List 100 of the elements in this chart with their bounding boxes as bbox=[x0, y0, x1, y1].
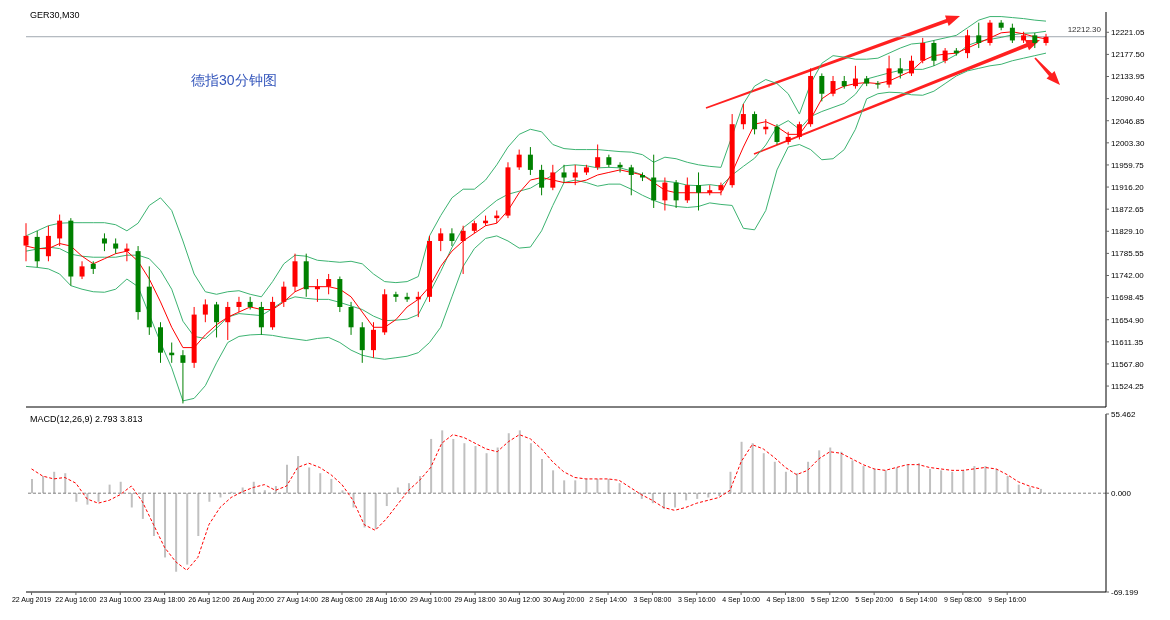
bar bbox=[740, 441, 743, 494]
candlestick bbox=[393, 291, 399, 303]
candlestick bbox=[774, 123, 780, 146]
bar bbox=[297, 456, 300, 494]
bar bbox=[452, 438, 455, 494]
y-tick-label: 12046.85 bbox=[1111, 116, 1145, 126]
candlestick bbox=[875, 80, 881, 90]
bar bbox=[995, 468, 998, 494]
bar bbox=[308, 467, 311, 494]
y-tick-label: 11829.10 bbox=[1111, 227, 1145, 237]
candlestick bbox=[326, 273, 332, 295]
bar bbox=[773, 461, 776, 494]
candlestick bbox=[740, 103, 746, 130]
bar bbox=[862, 466, 865, 494]
candlestick bbox=[886, 55, 892, 89]
bar bbox=[585, 478, 588, 494]
bar bbox=[319, 473, 322, 494]
bar bbox=[75, 493, 78, 502]
candlestick bbox=[550, 164, 556, 191]
y-tick-label: 11785.55 bbox=[1111, 249, 1145, 259]
chart-title: GER30,M30 bbox=[30, 10, 80, 20]
candlestick bbox=[460, 225, 466, 275]
bar bbox=[441, 430, 444, 494]
bar bbox=[108, 484, 111, 494]
bar bbox=[152, 493, 155, 537]
y-tick-label: 0.000 bbox=[1111, 489, 1132, 499]
bar bbox=[929, 468, 932, 494]
candlestick bbox=[214, 301, 220, 338]
candlestick bbox=[718, 182, 724, 196]
bar bbox=[895, 467, 898, 494]
candlestick bbox=[852, 65, 858, 90]
bar bbox=[984, 466, 987, 494]
bar bbox=[1017, 484, 1020, 494]
annotation: 德指30分钟图 bbox=[191, 72, 277, 90]
bar bbox=[286, 464, 288, 494]
candlestick bbox=[673, 179, 679, 209]
candlestick bbox=[527, 146, 533, 176]
y-tick-label: 11524.25 bbox=[1111, 381, 1145, 391]
candlestick bbox=[909, 55, 914, 77]
bar bbox=[962, 470, 965, 494]
candlestick bbox=[595, 144, 601, 171]
y-tick-label: 12090.40 bbox=[1111, 94, 1145, 104]
bar bbox=[330, 478, 333, 494]
candlestick bbox=[1009, 23, 1015, 44]
candlestick bbox=[180, 349, 186, 404]
bar bbox=[840, 451, 843, 494]
y-tick-label: 11742.00 bbox=[1111, 271, 1145, 281]
y-tick-label: 11698.45 bbox=[1111, 293, 1145, 303]
bar bbox=[31, 478, 33, 494]
bar bbox=[1006, 476, 1009, 494]
bar bbox=[64, 473, 67, 494]
candlestick bbox=[920, 37, 926, 64]
bar bbox=[430, 438, 433, 494]
candlestick bbox=[348, 301, 354, 336]
line-series bbox=[31, 434, 1041, 571]
bar bbox=[906, 464, 909, 494]
y-tick-label: 11567.80 bbox=[1111, 359, 1145, 369]
bar bbox=[42, 476, 45, 494]
bar bbox=[518, 430, 521, 494]
ref-line-label: 12212.30 bbox=[1067, 24, 1102, 34]
bar bbox=[563, 480, 566, 494]
bar bbox=[53, 471, 56, 494]
candlestick bbox=[202, 298, 208, 323]
bar bbox=[496, 447, 499, 494]
bar bbox=[607, 478, 610, 494]
y-tick-label: 12133.95 bbox=[1111, 72, 1145, 82]
candlestick bbox=[57, 214, 63, 247]
candlestick bbox=[561, 164, 567, 184]
bar bbox=[807, 461, 810, 494]
bar bbox=[784, 471, 787, 494]
bar bbox=[396, 487, 399, 494]
candlestick bbox=[539, 164, 545, 196]
candlestick bbox=[752, 111, 758, 135]
bar bbox=[973, 466, 976, 494]
bar bbox=[485, 453, 488, 494]
candlestick bbox=[225, 301, 231, 341]
bar bbox=[463, 443, 466, 494]
bar bbox=[751, 443, 754, 494]
bar bbox=[651, 493, 654, 504]
candlestick bbox=[438, 227, 444, 252]
bar bbox=[263, 490, 266, 494]
candlestick bbox=[819, 72, 825, 102]
candlestick bbox=[45, 225, 51, 262]
candlestick bbox=[359, 321, 365, 364]
candlestick bbox=[651, 154, 657, 209]
y-tick-label: 11654.90 bbox=[1111, 315, 1145, 325]
y-tick-label: 11872.65 bbox=[1111, 205, 1145, 215]
bar bbox=[1028, 487, 1031, 494]
y-tick-label: 12003.30 bbox=[1111, 138, 1145, 148]
candlestick bbox=[236, 296, 242, 313]
candlestick bbox=[976, 22, 982, 49]
bar bbox=[696, 493, 699, 499]
y-tick-label: 12177.50 bbox=[1111, 50, 1145, 60]
bar bbox=[241, 487, 244, 494]
bar bbox=[186, 493, 189, 565]
candlestick bbox=[931, 39, 937, 67]
y-tick-label: 12221.05 bbox=[1111, 28, 1145, 38]
candlestick bbox=[662, 177, 668, 212]
bar bbox=[507, 433, 510, 494]
candlestick bbox=[684, 177, 690, 204]
